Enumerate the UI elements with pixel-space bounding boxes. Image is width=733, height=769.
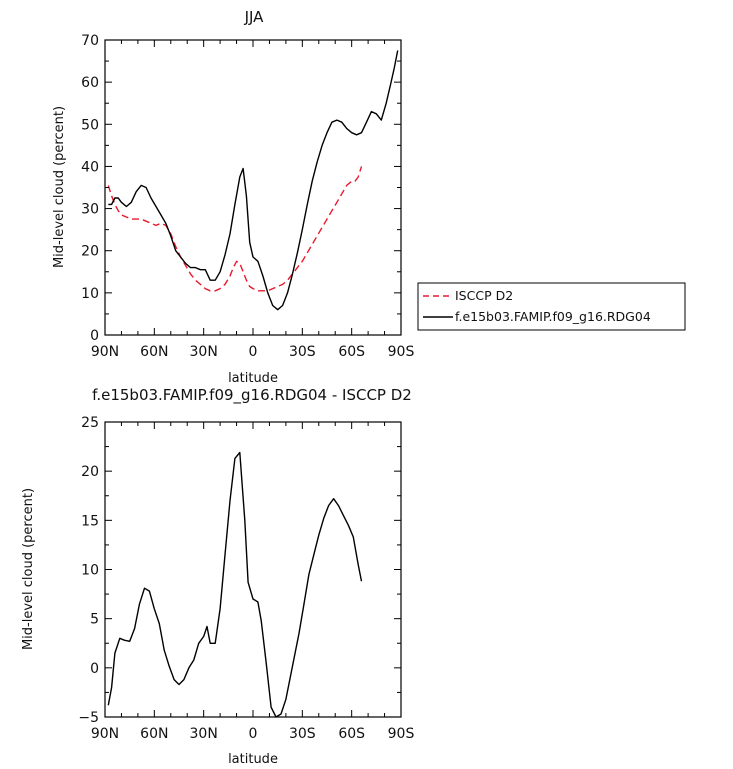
x-tick-label: 30N xyxy=(190,344,218,360)
legend-label-model: f.e15b03.FAMIP.f09_g16.RDG04 xyxy=(455,309,651,324)
chart-top-y-axis: 0 10 20 30 40 50 60 70 xyxy=(81,33,401,344)
y-tick-label: 10 xyxy=(81,563,99,579)
x-tick-label: 0 xyxy=(249,726,258,742)
chart-top-series-line-0 xyxy=(107,166,363,292)
chart-bottom: f.e15b03.FAMIP.f09_g16.RDG04 - ISCCP D2 … xyxy=(21,386,414,767)
chart-top-y-label: Mid-level cloud (percent) xyxy=(52,106,67,268)
x-tick-label: 60S xyxy=(338,726,365,742)
x-tick-label: 60N xyxy=(140,344,168,360)
y-tick-label: 25 xyxy=(81,415,99,431)
y-tick-label: 60 xyxy=(81,75,99,91)
chart-top-title: JJA xyxy=(244,8,265,26)
y-tick-label: 5 xyxy=(90,612,99,628)
chart-top-series-line-1 xyxy=(108,50,399,311)
chart-top-series-layer xyxy=(107,50,399,311)
y-tick-label: 70 xyxy=(81,33,99,49)
y-tick-label: 10 xyxy=(81,286,99,302)
chart-bottom-y-axis: −5 0 5 10 15 20 25 xyxy=(78,415,401,726)
x-tick-label: 90S xyxy=(388,726,415,742)
x-tick-label: 30S xyxy=(289,726,316,742)
x-tick-label: 60N xyxy=(140,726,168,742)
chart-top-x-axis: 90N 60N 30N 0 30S 60S 90S xyxy=(91,40,415,360)
chart-top-frame xyxy=(104,39,402,336)
chart-bottom-frame xyxy=(104,421,402,718)
x-tick-label: 0 xyxy=(249,344,258,360)
y-tick-label: 20 xyxy=(81,464,99,480)
chart-bottom-title: f.e15b03.FAMIP.f09_g16.RDG04 - ISCCP D2 xyxy=(92,386,412,405)
x-tick-label: 90N xyxy=(91,726,119,742)
chart-bottom-y-label: Mid-level cloud (percent) xyxy=(21,488,36,650)
x-tick-label: 90S xyxy=(388,344,415,360)
legend-box xyxy=(417,282,686,331)
y-tick-label: 30 xyxy=(81,202,99,218)
legend-label-isccp: ISCCP D2 xyxy=(455,288,513,303)
y-tick-label: 50 xyxy=(81,117,99,133)
chart-top-x-label: latitude xyxy=(228,371,278,386)
chart-top-legend: ISCCP D2 f.e15b03.FAMIP.f09_g16.RDG04 xyxy=(417,282,686,331)
chart-bottom-series-layer xyxy=(107,451,363,718)
chart-bottom-x-axis: 90N 60N 30N 0 30S 60S 90S xyxy=(91,422,415,742)
y-tick-label: −5 xyxy=(78,710,99,726)
y-tick-label: 15 xyxy=(81,513,99,529)
y-tick-label: 40 xyxy=(81,159,99,175)
y-tick-label: 0 xyxy=(90,661,99,677)
x-tick-label: 30S xyxy=(289,344,316,360)
y-tick-label: 0 xyxy=(90,328,99,344)
chart-bottom-series-line-0 xyxy=(107,451,363,718)
x-tick-label: 90N xyxy=(91,344,119,360)
chart-bottom-x-label: latitude xyxy=(228,752,278,767)
x-tick-label: 30N xyxy=(190,726,218,742)
y-tick-label: 20 xyxy=(81,244,99,260)
x-tick-label: 60S xyxy=(338,344,365,360)
